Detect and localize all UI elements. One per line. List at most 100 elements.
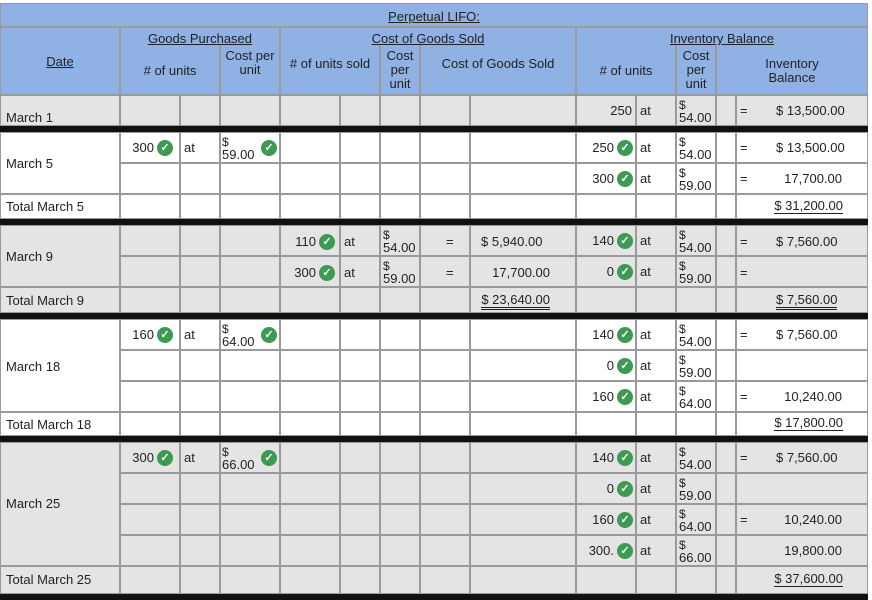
row-march25-b-cell	[380, 473, 420, 504]
row-march25-d-cell	[180, 535, 220, 566]
equals-sign: =	[740, 103, 748, 118]
row-march25-a-cell	[676, 442, 716, 473]
check-circle-icon: ✓	[617, 512, 633, 528]
march25-inv4-cost: 66.00	[679, 550, 712, 565]
row-march18-b-cell	[220, 350, 280, 381]
march9-inv2-units: 0	[606, 264, 614, 279]
row-march18-total-cell	[470, 412, 576, 436]
march1-inv-units: 250	[610, 103, 632, 118]
check-circle-icon: ✓	[157, 450, 173, 466]
row-march5-total-cell	[716, 194, 736, 219]
row-march18-total-cell	[636, 412, 676, 436]
row-march1-cell	[180, 95, 220, 126]
inv-at-label: at	[640, 481, 651, 496]
row-march18-c-cell	[716, 381, 736, 412]
march18-purch-cost: 64.00	[222, 334, 255, 349]
row-march18-a-cell	[716, 319, 736, 350]
date-march18-cell: March 18	[0, 319, 120, 412]
row-march9-total-cell	[420, 287, 470, 313]
dollar-sign: $	[679, 445, 686, 459]
dollar-sign: $	[679, 322, 686, 336]
row-march25-a-cell	[380, 442, 420, 473]
purch-units-header: # of units	[120, 45, 220, 95]
row-march9-total-cell	[280, 287, 340, 313]
row-march9-a-cell	[120, 225, 180, 256]
row-march25-b-cell	[636, 473, 676, 504]
inv-at-label: at	[640, 264, 651, 279]
row-march5-a-cell	[420, 132, 470, 163]
check-circle-icon: ✓	[617, 358, 633, 374]
row-march9-a-cell	[736, 225, 868, 256]
row-march18-total-cell	[280, 412, 340, 436]
row-march5-total-cell	[120, 194, 180, 219]
row-march9-b-cell	[470, 256, 576, 287]
row-march25-b-cell	[120, 473, 180, 504]
row-march25-a-cell	[636, 442, 676, 473]
dollar-sign: $	[679, 538, 686, 552]
row-march18-a-cell	[180, 319, 220, 350]
equals-sign: =	[446, 265, 454, 280]
row-march18-c-cell	[470, 381, 576, 412]
sold-units-header: # of units sold	[280, 45, 380, 95]
row-march9-a-cell	[636, 225, 676, 256]
row-march18-total-cell	[380, 412, 420, 436]
row-march9-b-cell	[380, 256, 420, 287]
row-march9-a-cell	[380, 225, 420, 256]
march9-total-cogs: $ 23,640.00	[481, 293, 550, 310]
dollar-sign: $	[679, 507, 686, 521]
row-march5-b-cell	[380, 163, 420, 194]
march9-inv1-cost: 54.00	[679, 240, 712, 255]
row-march25-total-cell	[340, 566, 380, 594]
row-march5-b-cell	[716, 163, 736, 194]
march18-inv1-balance: $ 7,560.00	[776, 327, 838, 342]
row-march18-c-cell	[220, 381, 280, 412]
total-label-march25-cell: Total March 25	[0, 566, 120, 594]
row-march9-total-cell	[636, 287, 676, 313]
row-march5-total-cell	[576, 194, 636, 219]
row-march25-c-cell	[180, 504, 220, 535]
row-march18-a-cell	[340, 319, 380, 350]
row-march25-total-cell	[120, 566, 180, 594]
row-march18-b-cell	[340, 350, 380, 381]
equals-sign: =	[740, 327, 748, 342]
row-march1-cell	[120, 95, 180, 126]
row-march5-total-cell	[736, 194, 868, 219]
march18-total: $ 17,800.00	[774, 415, 843, 431]
row-march25-c-cell	[716, 504, 736, 535]
sold-units-label: # of units sold	[289, 56, 371, 71]
sold-at-label: at	[344, 234, 355, 249]
row-march25-d-cell	[716, 535, 736, 566]
inv-cost-header: Cost per unit	[676, 45, 716, 95]
inv-at-label: at	[640, 140, 651, 155]
row-march5-a-cell	[280, 132, 340, 163]
march25-inv2-units: 0	[606, 481, 614, 496]
row-march5-a-cell	[340, 132, 380, 163]
row-march9-a-cell	[716, 225, 736, 256]
check-circle-icon: ✓	[617, 389, 633, 405]
row-march25-total-cell	[380, 566, 420, 594]
row-march25-c-cell	[420, 504, 470, 535]
march18-inv3-units: 160	[592, 389, 614, 404]
march5-inv1-cost: 54.00	[679, 147, 712, 162]
row-separator	[0, 219, 868, 225]
check-circle-icon: ✓	[617, 481, 633, 497]
row-march25-c-cell	[120, 504, 180, 535]
inv-units-label: # of units	[599, 63, 653, 78]
row-march18-b-cell	[676, 350, 716, 381]
row-march1-cell	[420, 95, 470, 126]
date-march5: March 5	[6, 156, 53, 171]
row-march9-a-cell	[420, 225, 470, 256]
row-march25-total-cell	[736, 566, 868, 594]
row-march25-d-cell	[120, 535, 180, 566]
row-march25-total-cell	[470, 566, 576, 594]
dollar-sign: $	[679, 476, 686, 490]
row-march9-total-cell	[380, 287, 420, 313]
date-march9: March 9	[6, 249, 53, 264]
row-separator	[0, 126, 868, 132]
purch-at-label: at	[184, 327, 195, 342]
march9-sold2-units: 300	[294, 265, 316, 280]
row-march18-b-cell	[380, 350, 420, 381]
march25-inv1-cost: 54.00	[679, 457, 712, 472]
total-label-march25: Total March 25	[6, 572, 92, 587]
row-march5-b-cell	[120, 163, 180, 194]
